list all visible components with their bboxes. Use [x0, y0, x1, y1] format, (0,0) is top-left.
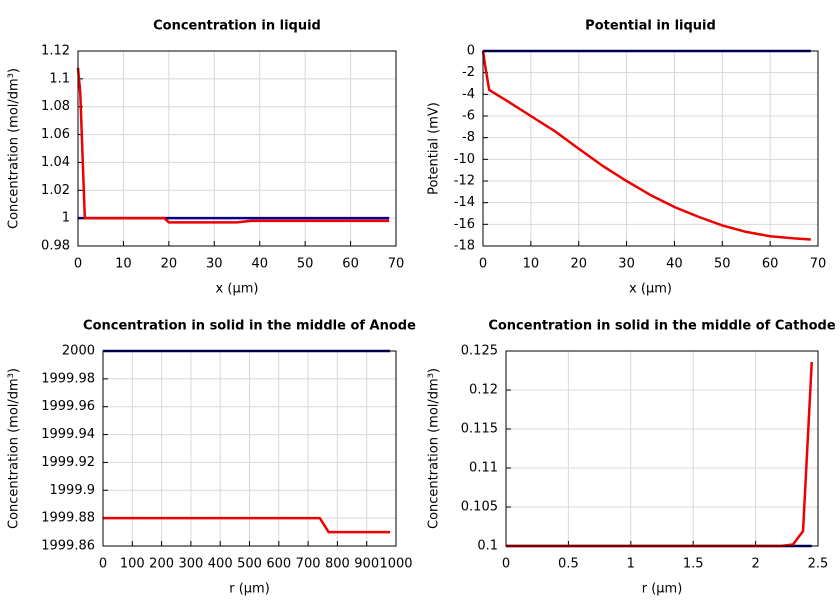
data-line — [76, 67, 390, 224]
x-tick-label: 50 — [297, 257, 314, 272]
x-tick-label: 20 — [570, 257, 587, 272]
x-tick-label: 60 — [342, 257, 359, 272]
y-tick-label: 1999.88 — [41, 511, 95, 526]
y-tick-label: 0.115 — [461, 422, 498, 437]
x-tick-label: 10 — [523, 257, 540, 272]
y-tick-label: 1 — [62, 211, 70, 226]
y-axis-label: Concentration (mol/dm³) — [7, 68, 22, 229]
x-tick-label: 400 — [208, 557, 233, 572]
y-tick-label: 0.12 — [469, 383, 498, 398]
x-tick-label: 40 — [666, 257, 683, 272]
y-tick-label: 1.08 — [41, 99, 70, 114]
x-tick-label: 70 — [810, 257, 827, 272]
y-tick-label: 0 — [467, 44, 475, 59]
chart-title: Concentration in liquid — [153, 19, 321, 34]
x-tick-label: 0 — [479, 257, 487, 272]
chart-title: Concentration in solid in the middle of … — [83, 319, 416, 334]
x-tick-label: 0.5 — [558, 557, 579, 572]
y-tick-label: -2 — [462, 65, 475, 80]
chart-title: Potential in liquid — [585, 19, 716, 34]
y-tick-label: 1999.86 — [41, 539, 95, 554]
y-axis-label: Concentration (mol/dm³) — [7, 368, 22, 529]
x-tick-label: 900 — [354, 557, 379, 572]
chart-title: Concentration in solid in the middle of … — [488, 319, 836, 334]
y-tick-label: 1999.92 — [41, 455, 95, 470]
y-tick-label: -8 — [462, 130, 475, 145]
x-tick-label: 1 — [627, 557, 635, 572]
x-tick-label: 30 — [618, 257, 635, 272]
data-line — [103, 516, 391, 534]
x-tick-label: 200 — [149, 557, 174, 572]
y-tick-label: -4 — [462, 87, 475, 102]
y-tick-label: 1999.96 — [41, 399, 95, 414]
y-tick-label: 0.11 — [469, 461, 498, 476]
x-tick-label: 500 — [237, 557, 262, 572]
y-tick-label: -16 — [454, 217, 475, 232]
x-tick-label: 2 — [751, 557, 759, 572]
x-tick-label: 0 — [99, 557, 107, 572]
x-axis-label: r (µm) — [642, 582, 683, 597]
x-tick-label: 50 — [714, 257, 731, 272]
x-axis-label: r (µm) — [229, 582, 270, 597]
y-tick-label: -10 — [454, 152, 475, 167]
y-tick-label: 1.1 — [49, 71, 70, 86]
y-tick-label: -6 — [462, 109, 475, 124]
x-tick-label: 70 — [388, 257, 405, 272]
y-tick-label: -14 — [454, 195, 475, 210]
plot-frame — [77, 50, 397, 247]
x-tick-label: 100 — [120, 557, 145, 572]
x-tick-label: 0 — [502, 557, 510, 572]
y-tick-label: 1999.9 — [50, 483, 96, 498]
y-tick-label: -12 — [454, 174, 475, 189]
y-tick-label: 2000 — [62, 344, 95, 359]
x-tick-label: 2.5 — [808, 557, 829, 572]
plot-frame — [102, 350, 397, 547]
y-tick-label: 1.12 — [41, 44, 70, 59]
x-tick-label: 20 — [161, 257, 178, 272]
x-tick-label: 0 — [74, 257, 82, 272]
x-tick-label: 10 — [115, 257, 132, 272]
x-tick-label: 700 — [296, 557, 321, 572]
x-tick-label: 300 — [178, 557, 203, 572]
x-tick-label: 60 — [762, 257, 779, 272]
y-tick-label: 1999.94 — [41, 427, 95, 442]
x-axis-label: x (µm) — [629, 282, 672, 297]
y-tick-label: 1999.98 — [41, 371, 95, 386]
y-tick-label: -18 — [454, 239, 475, 254]
x-tick-label: 1000 — [379, 557, 412, 572]
x-tick-label: 30 — [206, 257, 223, 272]
y-tick-label: 1.04 — [41, 155, 70, 170]
x-tick-label: 600 — [266, 557, 291, 572]
y-tick-label: 0.105 — [461, 500, 498, 515]
x-axis-label: x (µm) — [216, 282, 259, 297]
y-tick-label: 1.06 — [41, 127, 70, 142]
plot-frame — [482, 50, 819, 247]
y-axis-label: Potential (mV) — [427, 102, 442, 195]
y-axis-label: Concentration (mol/dm³) — [427, 368, 442, 529]
x-tick-label: 1.5 — [683, 557, 704, 572]
x-tick-label: 40 — [251, 257, 268, 272]
y-tick-label: 0.98 — [41, 239, 70, 254]
y-tick-label: 1.02 — [41, 183, 70, 198]
y-tick-label: 0.1 — [477, 539, 498, 554]
plot-frame — [505, 350, 819, 547]
x-tick-label: 800 — [325, 557, 350, 572]
y-tick-label: 0.125 — [461, 344, 498, 359]
data-line — [481, 50, 811, 241]
